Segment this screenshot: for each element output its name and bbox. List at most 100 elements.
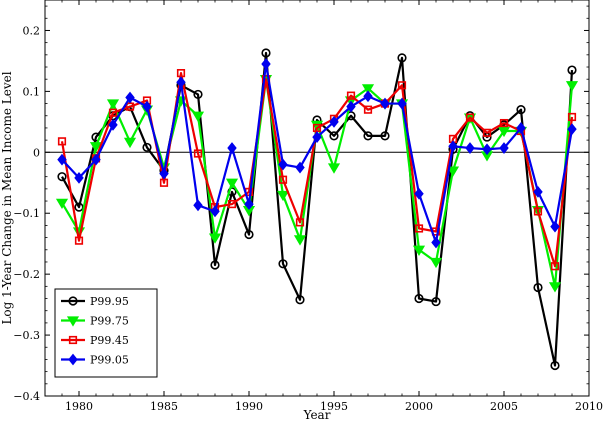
x-tick-label: 1990 bbox=[235, 400, 263, 413]
legend-label: P99.95 bbox=[90, 295, 129, 308]
legend-item: P99.95 bbox=[61, 295, 129, 308]
data-point bbox=[176, 76, 186, 89]
data-point bbox=[380, 97, 390, 110]
legend-marker bbox=[66, 316, 80, 327]
legend-label: P99.05 bbox=[90, 354, 129, 367]
series-line bbox=[61, 78, 574, 288]
data-point bbox=[57, 153, 67, 166]
axes: 1980 1985 1990 1995 2000 2005 2010 −0.4 −0.3 −0.2… bbox=[13, 0, 603, 413]
series-line bbox=[61, 51, 574, 367]
legend-item: P99.45 bbox=[61, 334, 129, 347]
data-point bbox=[227, 199, 237, 209]
y-tick-label: 0.1 bbox=[23, 85, 41, 98]
data-point bbox=[499, 118, 509, 128]
data-point bbox=[533, 207, 543, 216]
x-tick-label: 2010 bbox=[575, 400, 603, 413]
data-point bbox=[565, 81, 579, 92]
data-point bbox=[123, 137, 137, 149]
data-point bbox=[142, 100, 152, 113]
x-axis-title: Year bbox=[303, 408, 331, 422]
data-point bbox=[429, 257, 443, 269]
data-point bbox=[380, 131, 390, 141]
legend-marker bbox=[68, 353, 78, 366]
data-point bbox=[448, 140, 458, 153]
data-point bbox=[278, 158, 288, 171]
data-point bbox=[516, 105, 526, 115]
data-point bbox=[499, 142, 509, 154]
data-point bbox=[414, 187, 424, 200]
legend-marker bbox=[68, 296, 78, 306]
data-point bbox=[244, 229, 254, 240]
y-tick-label: −0.4 bbox=[13, 390, 40, 403]
data-point bbox=[361, 84, 375, 95]
data-point bbox=[106, 99, 120, 110]
data-point bbox=[548, 282, 562, 293]
data-point bbox=[567, 123, 577, 136]
data-point bbox=[74, 171, 84, 184]
data-point bbox=[244, 198, 254, 210]
data-point bbox=[482, 143, 492, 156]
data-point bbox=[312, 131, 322, 143]
series-line bbox=[61, 62, 574, 244]
data-point bbox=[193, 89, 203, 100]
data-point bbox=[516, 122, 526, 134]
data-point bbox=[210, 260, 220, 270]
data-point bbox=[397, 53, 407, 63]
data-point bbox=[74, 236, 84, 245]
data-point bbox=[261, 58, 271, 70]
data-point bbox=[89, 142, 103, 153]
data-point bbox=[414, 224, 424, 233]
data-point bbox=[329, 115, 339, 128]
data-point bbox=[363, 105, 373, 114]
data-point bbox=[142, 142, 152, 153]
data-point bbox=[327, 163, 341, 174]
data-point bbox=[465, 113, 475, 122]
data-point bbox=[208, 233, 222, 244]
x-tick-label: 1995 bbox=[320, 400, 348, 413]
data-point bbox=[278, 175, 288, 184]
data-point bbox=[431, 236, 441, 249]
data-point bbox=[363, 131, 373, 141]
data-point bbox=[57, 172, 67, 182]
data-point bbox=[278, 259, 288, 269]
y-axis-title: Log 1-Year Change in Mean Income Level bbox=[0, 71, 14, 324]
x-tick-label: 2005 bbox=[490, 400, 518, 413]
data-point bbox=[225, 178, 239, 189]
data-point bbox=[295, 161, 305, 174]
data-point bbox=[276, 190, 290, 202]
y-tick-label: −0.2 bbox=[13, 268, 40, 281]
series-2 bbox=[55, 75, 579, 293]
legend-item: P99.75 bbox=[61, 315, 129, 328]
data-point bbox=[567, 65, 577, 75]
data-point bbox=[329, 131, 339, 141]
data-point bbox=[295, 218, 305, 227]
data-point bbox=[261, 48, 271, 58]
series-line bbox=[60, 72, 574, 268]
legend: P99.95 P99.75 P99.45 P99.05 bbox=[54, 288, 158, 378]
data-point bbox=[293, 235, 307, 246]
data-point bbox=[346, 91, 356, 100]
plot-area bbox=[45, 48, 589, 371]
data-point bbox=[533, 186, 543, 198]
y-tick-label: 0 bbox=[33, 146, 40, 159]
data-point bbox=[346, 100, 356, 113]
data-point bbox=[57, 137, 67, 146]
data-point bbox=[227, 142, 237, 154]
data-point bbox=[55, 198, 69, 210]
data-point bbox=[191, 111, 205, 122]
x-tick-label: 2000 bbox=[405, 400, 433, 413]
data-point bbox=[193, 199, 203, 212]
x-tick-label: 1985 bbox=[150, 400, 178, 413]
y-tick-label: −0.3 bbox=[13, 329, 40, 342]
data-point bbox=[91, 153, 101, 166]
data-point bbox=[465, 142, 475, 154]
data-point bbox=[482, 128, 492, 137]
legend-item: P99.05 bbox=[61, 354, 129, 367]
data-point bbox=[397, 81, 407, 90]
y-tick-label: 0.2 bbox=[23, 24, 41, 37]
data-point bbox=[431, 296, 441, 307]
data-point bbox=[363, 90, 373, 103]
data-point bbox=[567, 112, 577, 122]
data-point bbox=[412, 245, 426, 256]
